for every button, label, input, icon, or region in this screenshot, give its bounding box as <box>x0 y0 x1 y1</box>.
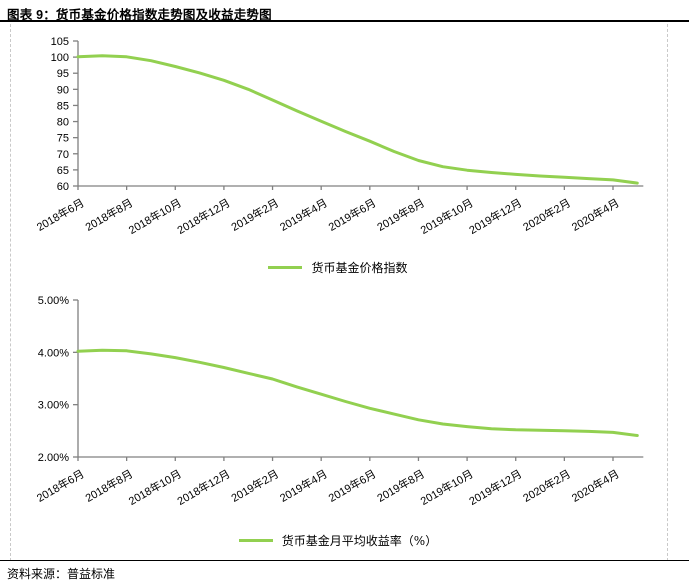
content-frame <box>10 24 668 561</box>
title-rule <box>0 20 689 22</box>
svg-text:90: 90 <box>57 84 69 96</box>
svg-text:2018年6月: 2018年6月 <box>34 466 87 504</box>
svg-text:4.00%: 4.00% <box>38 347 69 359</box>
legend-line-swatch <box>238 538 273 542</box>
svg-text:75: 75 <box>57 133 69 145</box>
svg-text:2018年10月: 2018年10月 <box>126 195 184 236</box>
svg-text:2020年2月: 2020年2月 <box>520 466 573 504</box>
svg-text:2018年12月: 2018年12月 <box>175 466 233 507</box>
svg-text:95: 95 <box>57 68 69 80</box>
svg-text:70: 70 <box>57 149 69 161</box>
svg-text:100: 100 <box>51 52 69 64</box>
footer-rule <box>0 560 689 561</box>
page-title: 图表 9：货币基金价格指数走势图及收益走势图 <box>7 8 272 22</box>
svg-text:2019年12月: 2019年12月 <box>466 195 524 236</box>
svg-text:60: 60 <box>57 181 69 193</box>
svg-text:3.00%: 3.00% <box>38 400 69 412</box>
svg-text:2020年4月: 2020年4月 <box>569 195 622 233</box>
svg-text:105: 105 <box>51 36 69 48</box>
svg-text:2019年10月: 2019年10月 <box>418 195 476 236</box>
svg-text:2018年10月: 2018年10月 <box>126 466 184 507</box>
legend-label: 货币基金月平均收益率（%） <box>281 533 438 548</box>
svg-text:2019年6月: 2019年6月 <box>326 466 379 504</box>
svg-text:2019年10月: 2019年10月 <box>418 466 476 507</box>
svg-text:65: 65 <box>57 165 69 177</box>
legend-line-swatch <box>268 265 303 269</box>
svg-text:2018年6月: 2018年6月 <box>34 195 87 233</box>
svg-text:2.00%: 2.00% <box>38 452 69 464</box>
legend-label: 货币基金价格指数 <box>311 260 408 275</box>
svg-text:85: 85 <box>57 100 69 112</box>
svg-text:2019年6月: 2019年6月 <box>326 195 379 233</box>
svg-text:2019年12月: 2019年12月 <box>466 466 524 507</box>
price-index-line-chart: 60657075808590951001052018年6月2018年8月2018… <box>34 36 644 237</box>
svg-text:2019年2月: 2019年2月 <box>228 466 281 504</box>
legend-price-index: 货币基金价格指数 <box>10 258 666 276</box>
svg-text:2019年4月: 2019年4月 <box>277 466 330 504</box>
source-text: 资料来源：普益标准 <box>7 567 116 581</box>
svg-text:2020年4月: 2020年4月 <box>569 466 622 504</box>
svg-text:2018年12月: 2018年12月 <box>175 195 233 236</box>
monthly-yield-line-chart: 2.00%3.00%4.00%5.00%2018年6月2018年8月2018年1… <box>34 295 644 508</box>
legend-monthly-yield: 货币基金月平均收益率（%） <box>10 531 666 549</box>
svg-text:2019年2月: 2019年2月 <box>228 195 281 233</box>
svg-text:2020年2月: 2020年2月 <box>520 195 573 233</box>
svg-text:80: 80 <box>57 117 69 129</box>
svg-text:2019年4月: 2019年4月 <box>277 195 330 233</box>
svg-text:5.00%: 5.00% <box>38 295 69 307</box>
